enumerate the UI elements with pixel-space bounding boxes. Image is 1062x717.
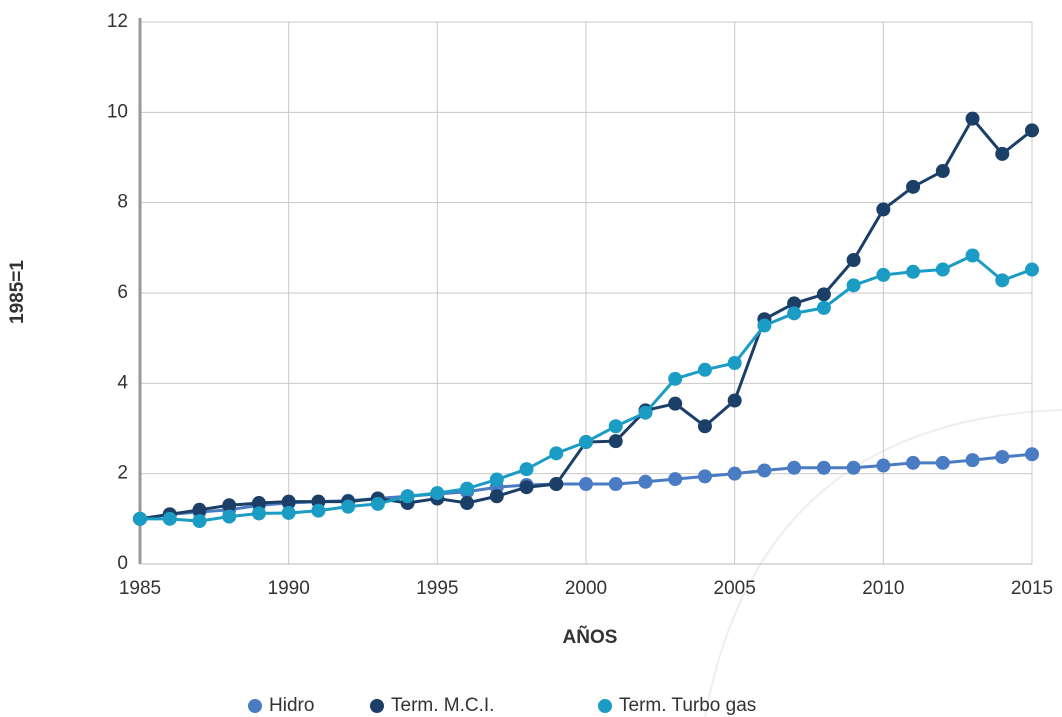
- legend-label: Term. M.C.I.: [391, 695, 494, 716]
- data-point: [876, 267, 891, 282]
- y-axis-label: 1985=1: [7, 260, 28, 324]
- x-tick-label: 2010: [862, 578, 904, 599]
- data-point: [668, 371, 683, 386]
- data-point: [489, 489, 504, 504]
- data-point: [1025, 447, 1039, 462]
- x-tick-label: 2005: [714, 578, 756, 599]
- y-tick-label: 8: [117, 192, 128, 213]
- data-point: [816, 300, 831, 315]
- data-point: [519, 480, 534, 495]
- data-point: [400, 489, 415, 504]
- data-point: [995, 449, 1010, 464]
- data-point: [965, 453, 980, 468]
- data-point: [816, 460, 831, 475]
- legend-swatch: [598, 699, 612, 713]
- data-point: [787, 306, 802, 321]
- data-point: [311, 503, 326, 518]
- data-point: [876, 202, 891, 217]
- data-point: [727, 393, 742, 408]
- data-point: [965, 111, 980, 126]
- data-point: [549, 477, 564, 492]
- data-point: [1025, 262, 1039, 277]
- data-point: [608, 477, 623, 492]
- data-point: [668, 396, 683, 411]
- data-point: [608, 434, 623, 449]
- data-point: [757, 318, 772, 333]
- y-tick-label: 0: [117, 553, 128, 574]
- data-point: [519, 462, 534, 477]
- data-point: [222, 498, 237, 513]
- data-point: [906, 264, 921, 279]
- data-point: [757, 463, 772, 478]
- data-point: [192, 514, 207, 529]
- data-point: [935, 262, 950, 277]
- data-point: [133, 511, 147, 526]
- data-point: [846, 253, 861, 268]
- legend-swatch: [370, 699, 384, 713]
- data-point: [727, 356, 742, 371]
- data-point: [787, 296, 802, 311]
- x-tick-label: 1990: [268, 578, 310, 599]
- y-tick-label: 10: [107, 101, 128, 122]
- data-point: [638, 474, 653, 489]
- legend-label: Term. Turbo gas: [619, 695, 756, 716]
- data-point: [430, 486, 445, 501]
- x-axis-label: AÑOS: [563, 626, 618, 648]
- legend-swatch: [248, 699, 262, 713]
- data-point: [995, 273, 1010, 288]
- data-point: [935, 455, 950, 470]
- data-point: [995, 146, 1010, 161]
- x-tick-label: 1995: [416, 578, 458, 599]
- y-tick-label: 4: [117, 372, 128, 393]
- x-tick-label: 2000: [565, 578, 607, 599]
- y-tick-label: 12: [107, 11, 128, 32]
- data-point: [222, 509, 237, 524]
- data-point: [697, 362, 712, 377]
- x-tick-label: 1985: [119, 578, 161, 599]
- data-point: [192, 502, 207, 517]
- x-tick-label: 2015: [1011, 578, 1053, 599]
- data-point: [251, 506, 266, 521]
- decor-arc: [704, 409, 1062, 717]
- data-point: [816, 287, 831, 302]
- y-tick-label: 2: [117, 463, 128, 484]
- data-point: [608, 419, 623, 434]
- data-point: [846, 460, 861, 475]
- data-point: [162, 511, 177, 526]
- data-point: [906, 179, 921, 194]
- data-point: [965, 248, 980, 263]
- data-point: [727, 466, 742, 481]
- data-point: [281, 505, 296, 520]
- y-tick-label: 6: [117, 282, 128, 303]
- data-point: [935, 164, 950, 179]
- data-point: [341, 499, 356, 514]
- data-point: [281, 494, 296, 509]
- data-point: [876, 458, 891, 473]
- data-point: [489, 472, 504, 487]
- data-point: [370, 496, 385, 511]
- data-point: [697, 419, 712, 434]
- data-point: [697, 469, 712, 484]
- data-point: [579, 477, 593, 492]
- data-point: [906, 455, 921, 470]
- data-point: [638, 405, 653, 420]
- data-point: [251, 496, 266, 511]
- data-point: [1025, 123, 1039, 138]
- data-point: [549, 446, 564, 461]
- data-point: [668, 472, 683, 487]
- legend-label: Hidro: [269, 695, 314, 716]
- data-point: [579, 435, 593, 450]
- data-point: [846, 278, 861, 293]
- data-point: [787, 460, 802, 475]
- data-point: [460, 481, 475, 496]
- data-point: [460, 496, 475, 511]
